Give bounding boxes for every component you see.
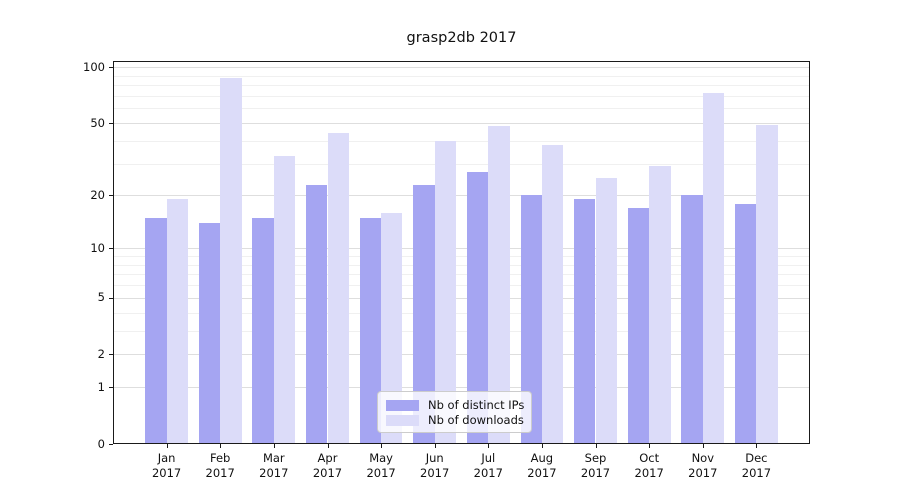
x-tick-label: Feb 2017 bbox=[205, 451, 235, 480]
gridline-major bbox=[113, 67, 810, 69]
y-tick-mark bbox=[109, 67, 113, 69]
x-tick-label: Apr 2017 bbox=[312, 451, 343, 480]
y-tick-mark bbox=[109, 297, 113, 299]
bar-distinct-ips bbox=[252, 217, 274, 444]
x-tick-mark bbox=[273, 444, 275, 448]
gridline-minor bbox=[113, 256, 810, 257]
x-tick-label: Jan 2017 bbox=[151, 451, 182, 480]
x-tick-mark bbox=[220, 444, 222, 448]
gridline-major bbox=[113, 248, 810, 250]
x-tick-mark bbox=[702, 444, 704, 448]
bar-downloads bbox=[273, 156, 296, 444]
bar-downloads bbox=[595, 178, 617, 444]
legend-swatch-downloads bbox=[386, 415, 419, 426]
y-tick-mark bbox=[109, 354, 113, 356]
x-tick-mark bbox=[756, 444, 758, 448]
x-tick-mark bbox=[327, 444, 329, 448]
bar-distinct-ips bbox=[359, 217, 381, 444]
chart-title: grasp2db 2017 bbox=[406, 30, 517, 46]
bar-distinct-ips bbox=[627, 208, 650, 444]
bar-distinct-ips bbox=[413, 184, 435, 444]
bar-downloads bbox=[434, 140, 457, 444]
x-tick-mark bbox=[381, 444, 383, 448]
bar-distinct-ips bbox=[734, 203, 757, 444]
bar-downloads bbox=[220, 77, 242, 444]
x-tick-mark bbox=[595, 444, 597, 448]
x-tick-label: Sep 2017 bbox=[580, 451, 611, 480]
y-tick-label: 1 bbox=[97, 379, 105, 394]
x-tick-label: Nov 2017 bbox=[688, 451, 718, 480]
x-tick-mark bbox=[488, 444, 490, 448]
y-tick-mark bbox=[109, 387, 113, 389]
gridline-minor bbox=[113, 264, 810, 266]
y-tick-label: 10 bbox=[90, 240, 105, 255]
y-tick-mark bbox=[109, 444, 113, 445]
x-tick-label: Oct 2017 bbox=[634, 451, 664, 480]
bar-downloads bbox=[541, 144, 564, 444]
bar-downloads bbox=[756, 124, 778, 444]
gridline-minor bbox=[113, 330, 810, 332]
gridline-major bbox=[113, 354, 810, 356]
bar-downloads bbox=[649, 166, 671, 444]
x-tick-label: May 2017 bbox=[366, 451, 396, 480]
x-tick-label: Mar 2017 bbox=[259, 451, 289, 480]
x-tick-mark bbox=[541, 444, 543, 448]
legend: Nb of distinct IPs Nb of downloads bbox=[377, 391, 532, 433]
y-tick-label: 100 bbox=[83, 59, 105, 74]
y-tick-mark bbox=[109, 123, 113, 124]
legend-item-downloads: Nb of downloads bbox=[386, 413, 524, 428]
gridline-minor bbox=[113, 75, 810, 77]
legend-swatch-distinct-ips bbox=[386, 400, 419, 411]
x-tick-label: Aug 2017 bbox=[527, 451, 557, 480]
y-tick-label: 2 bbox=[97, 346, 105, 361]
bar-distinct-ips bbox=[466, 172, 489, 444]
bar-downloads bbox=[327, 133, 349, 444]
gridline-major bbox=[113, 297, 810, 299]
bar-downloads bbox=[166, 199, 188, 444]
gridline-minor bbox=[113, 163, 810, 165]
y-tick-mark bbox=[109, 248, 113, 250]
y-tick-label: 20 bbox=[90, 187, 105, 202]
legend-label-distinct-ips: Nb of distinct IPs bbox=[428, 398, 525, 412]
x-tick-label: Jul 2017 bbox=[473, 451, 503, 480]
legend-item-distinct-ips: Nb of distinct IPs bbox=[386, 398, 525, 413]
x-tick-label: Dec 2017 bbox=[741, 451, 772, 480]
legend-label-downloads: Nb of downloads bbox=[428, 413, 524, 427]
bar-distinct-ips bbox=[306, 184, 328, 444]
y-tick-label: 0 bbox=[97, 436, 105, 451]
x-tick-mark bbox=[434, 444, 436, 448]
gridline-minor bbox=[113, 140, 810, 142]
gridline-minor bbox=[113, 285, 810, 287]
bar-downloads bbox=[702, 92, 725, 444]
gridline-major bbox=[113, 195, 810, 197]
y-tick-label: 50 bbox=[90, 115, 105, 130]
bar-downloads bbox=[488, 126, 510, 444]
bar-distinct-ips bbox=[198, 222, 221, 444]
gridline-minor bbox=[113, 274, 810, 276]
gridline-minor bbox=[113, 96, 810, 97]
y-tick-mark bbox=[109, 195, 113, 197]
x-tick-mark bbox=[166, 444, 168, 448]
x-tick-mark bbox=[649, 444, 651, 448]
gridline-minor bbox=[113, 312, 810, 314]
bar-distinct-ips bbox=[574, 199, 596, 444]
gridline-minor bbox=[113, 108, 810, 110]
gridline-minor bbox=[113, 85, 810, 87]
x-tick-label: Jun 2017 bbox=[420, 451, 450, 480]
bar-distinct-ips bbox=[681, 195, 703, 444]
bar-distinct-ips bbox=[520, 195, 542, 444]
bar-distinct-ips bbox=[145, 217, 167, 444]
y-tick-label: 5 bbox=[97, 290, 105, 305]
gridline-major bbox=[113, 387, 810, 389]
bar-downloads bbox=[381, 212, 403, 444]
plot-area bbox=[113, 61, 810, 444]
gridline-major bbox=[113, 123, 810, 124]
